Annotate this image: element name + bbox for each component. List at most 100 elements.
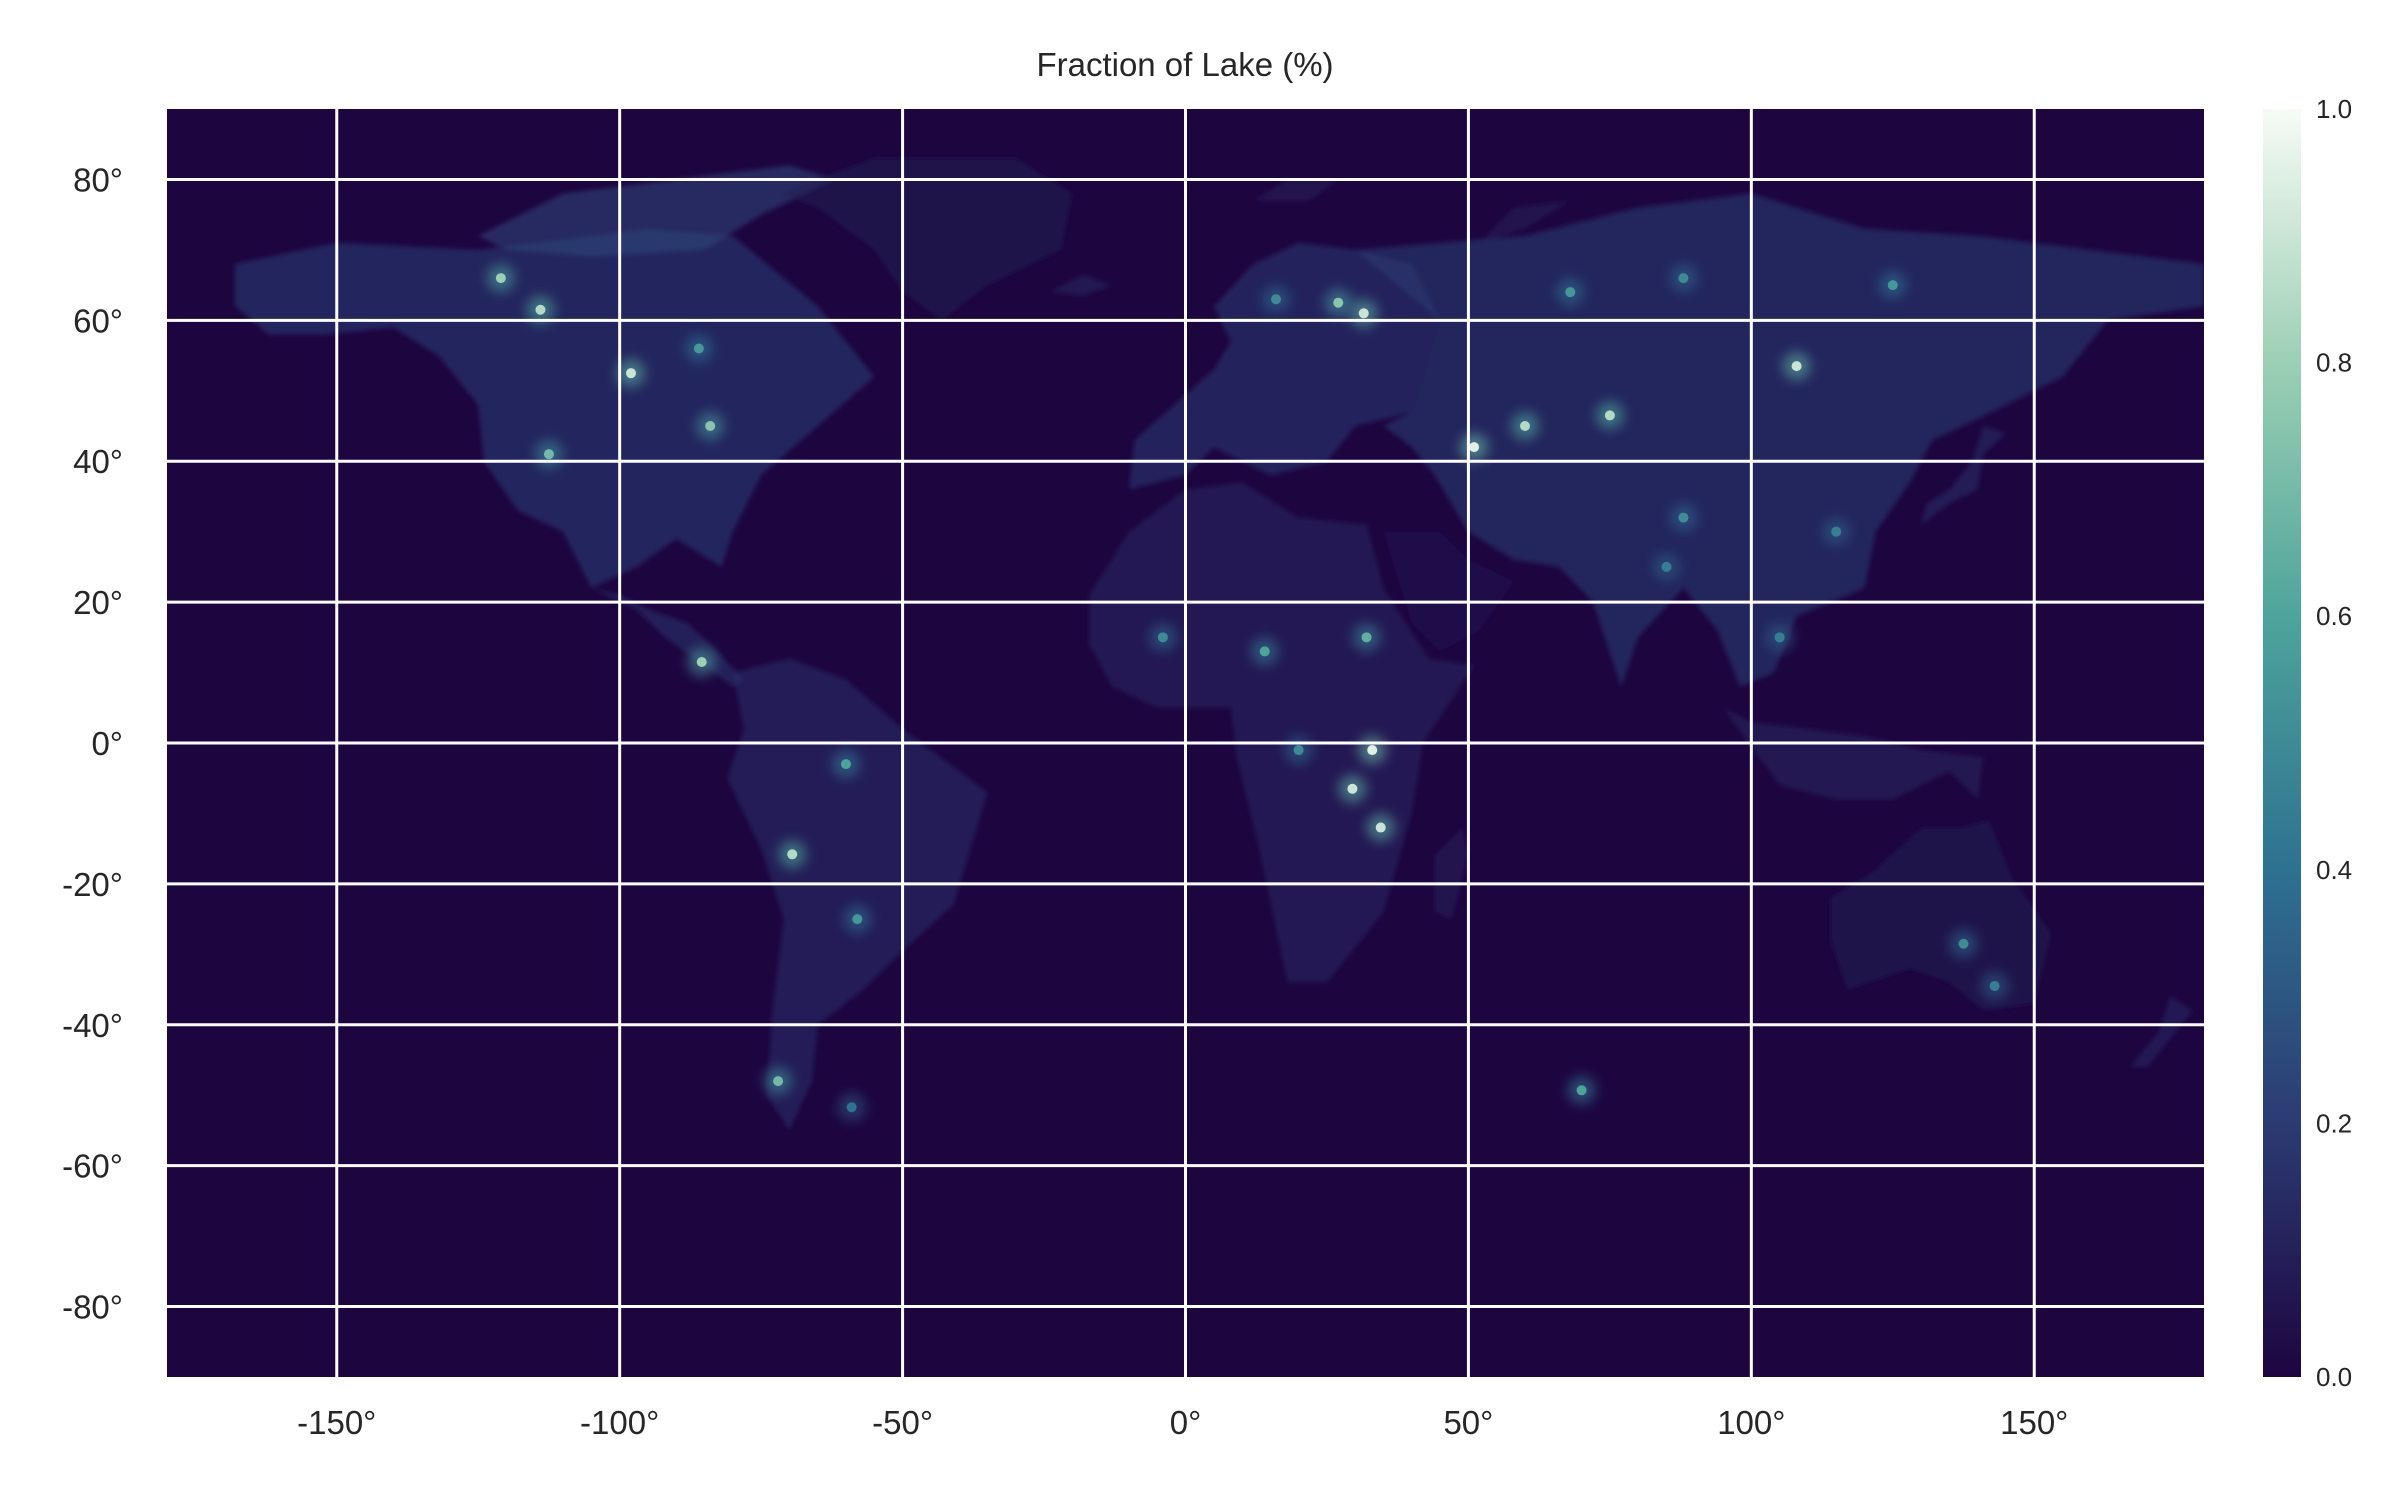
hotspot-finnish-lakes — [1324, 288, 1353, 317]
y-tick-label: 20° — [73, 584, 123, 621]
hotspot-great-lakes — [696, 412, 725, 440]
hotspot-core — [495, 273, 506, 284]
hotspot-core — [1375, 822, 1386, 833]
x-tick-label: -150° — [297, 1404, 376, 1441]
hotspot-lake-ladoga — [1349, 299, 1378, 328]
hotspot-lake-chad — [1250, 637, 1279, 666]
region-south-america — [727, 658, 988, 1131]
y-tick-label: -40° — [62, 1007, 123, 1044]
region-canadian-arctic-islands — [478, 165, 835, 257]
hotspot-lake-baikal — [1782, 352, 1811, 381]
map-plot-area — [167, 109, 2204, 1377]
hotspot-lake-titicaca — [778, 840, 807, 869]
hotspot-core — [1565, 287, 1576, 298]
region-svalbard — [1253, 179, 1339, 201]
hotspot-core — [625, 368, 636, 379]
colorbar-tick-label: 0.8 — [2316, 348, 2352, 378]
hotspot-great-bear-lake — [486, 264, 515, 293]
region-greenland — [778, 158, 1073, 321]
hotspot-yangtze-river — [1822, 517, 1851, 546]
x-tick-label: -100° — [580, 1404, 659, 1441]
colorbar-tick-label: 0.4 — [2316, 855, 2352, 885]
hotspot-core — [705, 421, 716, 431]
region-indonesia — [1723, 707, 1984, 800]
hotspot-core — [1887, 280, 1898, 291]
colorbar: 1.0 0.8 0.6 0.4 0.2 0.0 — [2263, 94, 2352, 1392]
colorbar-gradient — [2263, 109, 2301, 1377]
x-axis-tick-labels: -150° -100° -50° 0° 50° 100° 150° — [297, 1404, 2068, 1441]
y-tick-label: -80° — [62, 1289, 123, 1326]
hotspot-core — [773, 1076, 784, 1087]
hotspot-core — [852, 914, 863, 925]
hotspot-lake-malawi — [1366, 813, 1395, 842]
hotspot-niger-river — [1148, 623, 1177, 652]
region-iceland — [1049, 274, 1112, 296]
colorbar-tick-label: 1.0 — [2316, 94, 2352, 124]
region-australia — [1830, 820, 2052, 1011]
hotspot-kerguelen — [1567, 1076, 1596, 1105]
y-tick-label: -60° — [62, 1148, 123, 1185]
x-tick-label: -50° — [872, 1404, 933, 1441]
colorbar-tick-label: 0.6 — [2316, 601, 2352, 631]
hotspot-lake-tanganyika — [1338, 774, 1367, 803]
hotspot-core — [535, 304, 546, 315]
hotspot-core — [1520, 421, 1530, 431]
region-japan — [1921, 426, 2006, 525]
region-novaya-zemlya — [1479, 200, 1571, 243]
hotspot-caspian-sea — [1460, 433, 1489, 462]
hotspot-murray-river — [1980, 972, 2009, 1001]
hotspot-lake-victoria — [1358, 736, 1387, 765]
hotspot-core — [787, 849, 798, 860]
hotspot-amazon-river — [832, 750, 860, 779]
y-tick-label: 80° — [73, 161, 123, 198]
hotspot-core — [1358, 308, 1369, 319]
hotspot-core — [1367, 745, 1378, 756]
hotspot-core — [696, 656, 707, 667]
hotspot-core — [1259, 646, 1270, 657]
y-tick-label: -20° — [62, 866, 123, 903]
colorbar-tick-label: 0.0 — [2316, 1362, 2352, 1392]
hotspot-core — [1576, 1085, 1587, 1096]
hotspot-hudson-bay-lowlands — [684, 334, 713, 363]
hotspot-core — [543, 449, 554, 460]
region-new-zealand — [2130, 996, 2193, 1067]
hotspot-aral-sea — [1511, 412, 1539, 440]
hotspot-patagonian-lakes — [764, 1067, 793, 1096]
hotspot-core — [1678, 273, 1689, 284]
hotspot-core — [1604, 410, 1615, 421]
x-tick-label: 100° — [1717, 1404, 1785, 1441]
lake-hotspots — [486, 264, 2009, 1122]
hotspot-tibetan-plateau-lakes — [1669, 503, 1698, 532]
hotspot-core — [1333, 297, 1344, 308]
hotspot-congo-river — [1284, 736, 1313, 765]
hotspot-great-salt-lake — [534, 440, 563, 469]
hotspot-core — [1989, 981, 2000, 992]
hotspot-core — [1157, 632, 1168, 643]
colorbar-tick-label: 0.2 — [2316, 1108, 2352, 1138]
hotspot-mekong-river — [1765, 623, 1794, 652]
chart-title: Fraction of Lake (%) — [1036, 46, 1333, 83]
x-tick-label: 0° — [1170, 1404, 1202, 1441]
x-tick-label: 150° — [2000, 1404, 2068, 1441]
region-madagascar — [1434, 827, 1469, 920]
region-north-america — [234, 228, 875, 589]
hotspot-core — [1361, 632, 1372, 643]
hotspot-lake-winnipeg — [616, 359, 645, 388]
hotspot-lake-eyre — [1949, 929, 1978, 958]
colorbar-tick-labels: 1.0 0.8 0.6 0.4 0.2 0.0 — [2316, 94, 2352, 1392]
hotspot-core — [1661, 561, 1672, 572]
region-asia — [1355, 193, 2204, 687]
hotspot-core — [1293, 745, 1304, 756]
hotspot-lake-balkhash — [1595, 401, 1624, 430]
hotspot-falkland-islands — [837, 1093, 866, 1122]
hotspot-core — [1271, 294, 1282, 305]
y-tick-label: 60° — [73, 302, 123, 339]
hotspot-core — [1831, 526, 1842, 537]
map-gridlines — [167, 109, 2204, 1377]
hotspot-lake-nicaragua — [687, 647, 716, 676]
hotspot-core — [1791, 361, 1802, 372]
x-tick-label: 50° — [1443, 1404, 1493, 1441]
hotspot-parana-river — [843, 905, 872, 934]
hotspot-core — [1469, 442, 1480, 453]
